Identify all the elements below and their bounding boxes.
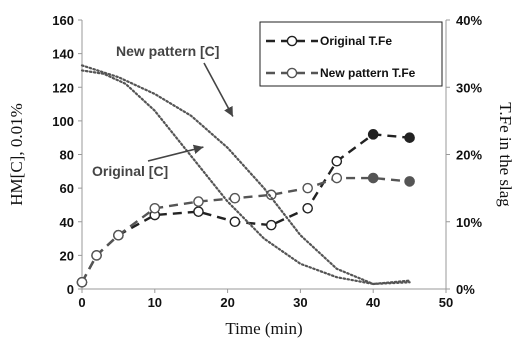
y2-tick-label: 20%: [456, 148, 482, 163]
data-point-new-pattern-t-fe: [91, 250, 102, 261]
x-tick-label: 0: [78, 295, 85, 310]
x-axis-title: Time (min): [225, 319, 302, 338]
data-point-original-t-fe: [302, 202, 313, 214]
data-point-new-pattern-t-fe: [265, 189, 277, 201]
series-line-original-t-fe: [80, 133, 410, 283]
legend-swatch-marker-new-pattern-t-fe: [286, 67, 298, 79]
y-tick-label: 20: [60, 248, 74, 263]
data-point-original-t-fe: [193, 206, 204, 217]
y2-tick-label: 10%: [456, 215, 482, 230]
y-tick-label: 80: [60, 148, 74, 163]
y2-tick-label: 30%: [456, 80, 482, 95]
series-line-new-pattern-c: [80, 64, 411, 286]
y2-tick-label: 0%: [456, 282, 475, 297]
series-original-c: [80, 69, 411, 286]
data-point-original-t-fe: [404, 132, 415, 143]
legend-label-new-pattern-t-fe: New pattern T.Fe: [320, 66, 416, 80]
y-tick-label: 120: [52, 80, 74, 95]
annotations: New pattern [C] Original [C]: [92, 43, 234, 179]
annotation-original-c: Original [C]: [92, 163, 168, 179]
y2-tick-label: 40%: [456, 13, 482, 28]
data-point-new-pattern-t-fe: [149, 202, 161, 214]
x-tick-label: 20: [220, 295, 234, 310]
y-tick-label: 0: [67, 282, 74, 297]
y-tick-label: 40: [60, 215, 74, 230]
legend: Original T.Fe New pattern T.Fe: [259, 21, 443, 87]
series-line-new-pattern-t-fe: [80, 176, 410, 283]
x-tick-label: 50: [439, 295, 453, 310]
data-point-new-pattern-t-fe: [113, 229, 124, 241]
data-point-new-pattern-t-fe: [229, 192, 241, 204]
data-point-original-t-fe: [367, 129, 379, 140]
annotation-new-pattern-c: New pattern [C]: [116, 43, 219, 59]
annotation-arrow-original-c: [147, 144, 204, 162]
data-point-new-pattern-t-fe: [193, 196, 204, 207]
data-point-new-pattern-t-fe: [331, 172, 343, 184]
series-new-pattern-c: [80, 64, 411, 286]
y2-axis-title: T.Fe in the slag: [496, 102, 515, 207]
data-point-original-t-fe: [265, 219, 277, 231]
y-tick-label: 160: [52, 13, 74, 28]
series-layer: [76, 64, 415, 288]
y-tick-label: 140: [52, 47, 74, 62]
y-tick-label: 60: [60, 181, 74, 196]
y-tick-label: 100: [52, 114, 74, 129]
data-point-new-pattern-t-fe: [404, 176, 415, 187]
x-tick-label: 30: [293, 295, 307, 310]
axes: 0 10 20 30 40 50 0 20 40 60 80 100 120 140 160 0% 10% 20%…: [7, 13, 515, 338]
legend-swatch-marker-original-t-fe: [286, 35, 298, 47]
series-original-t-fe: [76, 129, 415, 288]
data-point-new-pattern-t-fe: [76, 276, 88, 288]
legend-label-original-t-fe: Original T.Fe: [320, 34, 392, 48]
data-point-original-t-fe: [331, 155, 343, 167]
x-tick-label: 40: [366, 295, 380, 310]
x-tick-label: 10: [148, 295, 162, 310]
data-point-original-t-fe: [229, 216, 241, 228]
series-new-pattern-t-fe: [76, 172, 415, 288]
data-point-new-pattern-t-fe: [302, 182, 313, 194]
annotation-arrow-new-pattern-c: [203, 62, 234, 117]
y-axis-title: HM[C], 0.01%: [7, 103, 26, 205]
series-line-original-c: [80, 69, 411, 286]
data-point-new-pattern-t-fe: [367, 172, 379, 184]
